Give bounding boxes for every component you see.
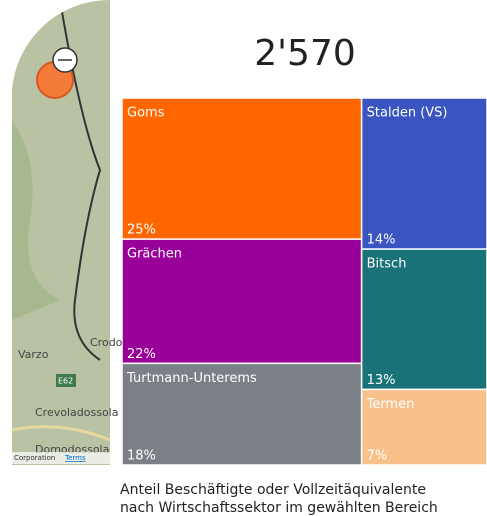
tile-label: Bitsch: [367, 257, 407, 272]
caption: Anteil Beschäftigte oder Vollzeitäquival…: [120, 482, 426, 498]
tile-label: Termen: [366, 397, 415, 412]
treemap: Goms 25% Grächen 22% Turtmann-Unterems 18% Sta…: [121, 97, 487, 466]
caption: nach Wirtschaftssektor im gewählten Bere…: [120, 500, 438, 516]
tile-value: 22%: [127, 347, 156, 362]
tile-value: 14%: [367, 233, 396, 248]
map-border: [59, 0, 102, 361]
kpi-value: 2'570: [254, 33, 356, 74]
attribution-bg: [12, 452, 110, 464]
tile-label: Goms: [127, 106, 165, 121]
map-label: Crodo: [90, 336, 123, 349]
tile-value: 18%: [127, 449, 156, 464]
map[interactable]: [0, 0, 110, 465]
tile-label: Grächen: [127, 247, 182, 262]
treemap-tile[interactable]: [360, 248, 487, 391]
tile-label: Turtmann-Unterems: [126, 371, 257, 386]
road-badge: [56, 374, 76, 387]
attribution: Corporation: [14, 454, 55, 462]
map-road: [12, 425, 110, 442]
tile-value: 13%: [367, 373, 396, 388]
tile-value: 7%: [367, 449, 388, 464]
treemap-tile[interactable]: [121, 362, 363, 466]
tile-value: 25%: [127, 223, 156, 238]
map-label: E62: [58, 377, 73, 386]
treemap-tile[interactable]: [121, 238, 363, 365]
attribution-link[interactable]: Terms: [64, 454, 86, 462]
tile-label: Stalden (VS): [367, 106, 448, 121]
map-label: Crevoladossola: [35, 406, 118, 419]
map-label: Varzo: [18, 348, 49, 361]
treemap-tile[interactable]: [360, 97, 487, 250]
treemap-tile[interactable]: [121, 97, 363, 240]
map-terrain: [12, 120, 60, 320]
